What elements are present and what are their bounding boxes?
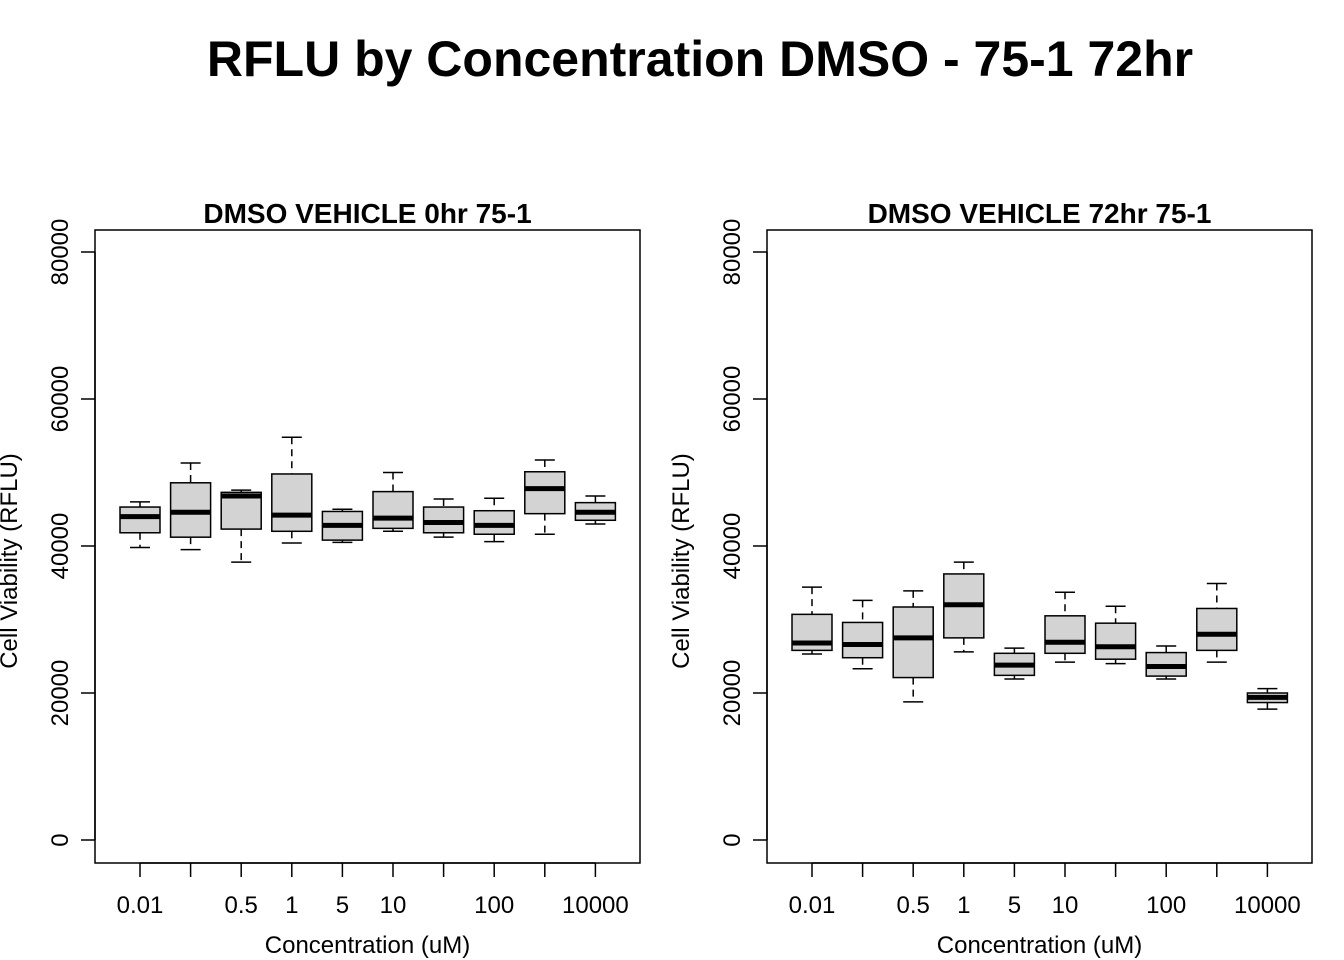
y-tick-label: 20000 xyxy=(47,660,74,727)
x-tick-label: 5 xyxy=(1008,892,1021,919)
box xyxy=(841,621,884,659)
y-axis-label: Cell Viability (RFLU) xyxy=(668,453,695,669)
y-tick-label: 80000 xyxy=(719,219,746,286)
x-tick-label: 10000 xyxy=(1234,892,1301,919)
box xyxy=(372,490,414,530)
x-tick-label: 10 xyxy=(380,892,407,919)
box xyxy=(473,509,515,535)
x-axis-label: Concentration (uM) xyxy=(265,932,470,959)
page-title: RFLU by Concentration DMSO - 75-1 72hr xyxy=(206,31,1194,87)
x-tick-label: 5 xyxy=(336,892,349,919)
y-tick-label: 40000 xyxy=(719,513,746,580)
x-tick-label: 10000 xyxy=(562,892,629,919)
y-tick-label: 0 xyxy=(719,833,746,846)
x-tick-label: 10 xyxy=(1052,892,1079,919)
plot-frame xyxy=(766,229,1313,864)
x-tick-label: 0.01 xyxy=(789,892,836,919)
box xyxy=(1094,622,1137,660)
x-tick-label: 1 xyxy=(285,892,298,919)
box xyxy=(271,473,313,533)
y-tick-label: 20000 xyxy=(719,660,746,727)
box xyxy=(119,506,161,534)
plot-frame xyxy=(94,229,641,864)
box xyxy=(1044,615,1086,655)
y-tick-label: 60000 xyxy=(47,366,74,433)
x-tick-label: 0.5 xyxy=(225,892,258,919)
box xyxy=(524,471,566,515)
y-axis-label: Cell Viability (RFLU) xyxy=(0,453,23,669)
box xyxy=(422,506,465,534)
box xyxy=(892,606,934,679)
y-tick-label: 0 xyxy=(47,833,74,846)
box xyxy=(1196,607,1238,652)
y-tick-label: 40000 xyxy=(47,513,74,580)
panel-title: DMSO VEHICLE 0hr 75-1 xyxy=(203,198,531,229)
y-tick-label: 80000 xyxy=(47,219,74,286)
x-tick-label: 1 xyxy=(957,892,970,919)
x-tick-label: 100 xyxy=(1146,892,1186,919)
x-tick-label: 0.5 xyxy=(897,892,930,919)
panel-title: DMSO VEHICLE 72hr 75-1 xyxy=(868,198,1212,229)
x-axis-label: Concentration (uM) xyxy=(937,932,1142,959)
y-tick-label: 60000 xyxy=(719,366,746,433)
x-tick-label: 0.01 xyxy=(117,892,164,919)
x-tick-label: 100 xyxy=(474,892,514,919)
